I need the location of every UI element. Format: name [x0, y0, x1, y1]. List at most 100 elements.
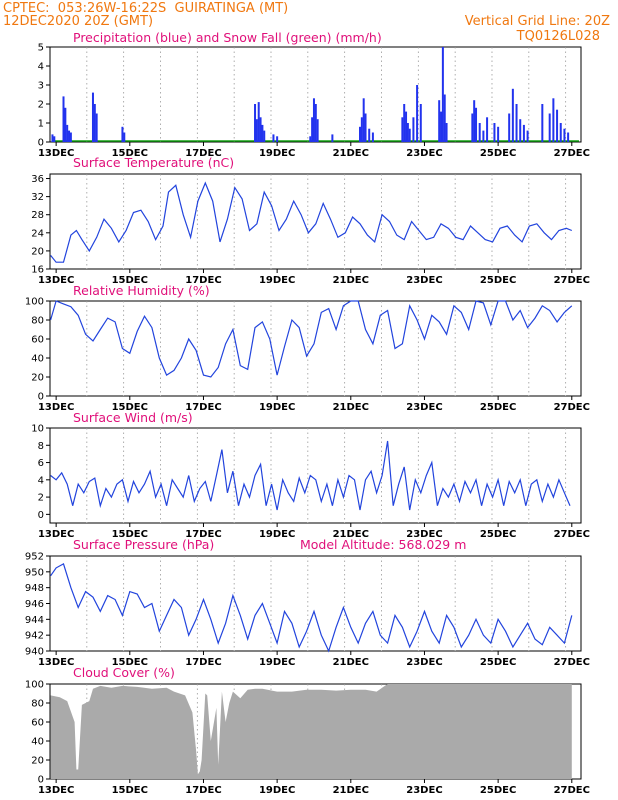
- panel-title: Precipitation (blue) and Snow Fall (gree…: [73, 30, 382, 45]
- series-line: [50, 300, 573, 378]
- y-tick-label: 946: [25, 599, 44, 610]
- precip-bar: [66, 124, 69, 142]
- precip-bar: [69, 132, 72, 142]
- precip-bar: [272, 134, 275, 142]
- y-tick-label: 100: [25, 680, 44, 691]
- precip-bar: [263, 130, 266, 142]
- x-tick-label: 15DEC: [112, 785, 148, 796]
- precip-bar: [408, 128, 411, 142]
- x-tick-label: 25DEC: [480, 785, 516, 796]
- y-tick-label: 942: [25, 631, 44, 642]
- precip-bar: [416, 85, 419, 142]
- y-tick-label: 2: [38, 100, 44, 111]
- precip-bar: [362, 98, 365, 142]
- panels: 13DEC 15DEC 17DEC 19DEC 21DEC 23DEC 25DEC 27DEC…: [25, 30, 590, 796]
- x-tick-label: 21DEC: [333, 657, 369, 668]
- x-tick-label: 23DEC: [406, 657, 442, 668]
- y-tick-label: 0: [38, 138, 44, 149]
- x-tick-label: 23DEC: [406, 275, 442, 286]
- y-tick-label: 2: [38, 493, 44, 504]
- y-tick-label: 5: [38, 43, 44, 54]
- panel-0: 13DEC 15DEC 17DEC 19DEC 21DEC 23DEC 25DEC 27DEC…: [38, 30, 590, 159]
- x-tick-label: 15DEC: [112, 529, 148, 540]
- precip-bar: [419, 104, 422, 142]
- panel-title: Surface Pressure (hPa): [73, 537, 214, 552]
- x-tick-label: 13DEC: [38, 148, 74, 159]
- y-tick-label: 20: [31, 373, 44, 384]
- precip-bar: [475, 107, 478, 142]
- x-tick-label: 23DEC: [406, 148, 442, 159]
- precip-bar: [68, 130, 71, 142]
- precip-bar: [486, 117, 489, 142]
- precip-bar: [91, 92, 94, 142]
- y-tick-label: 3: [38, 81, 44, 92]
- x-tick-label: 13DEC: [38, 657, 74, 668]
- precip-bar: [254, 104, 257, 142]
- x-tick-label: 25DEC: [480, 657, 516, 668]
- x-tick-label: 27DEC: [554, 148, 590, 159]
- x-tick-label: 27DEC: [554, 275, 590, 286]
- x-tick-label: 19DEC: [259, 402, 295, 413]
- x-tick-label: 15DEC: [112, 402, 148, 413]
- x-tick-label: 23DEC: [406, 402, 442, 413]
- precip-bar: [440, 111, 443, 142]
- precip-bar: [276, 136, 279, 142]
- y-tick-label: 20: [31, 246, 44, 257]
- precip-bar: [401, 117, 404, 142]
- panel-title: Surface Temperature (nC): [73, 155, 234, 170]
- precip-bar: [567, 132, 570, 142]
- x-tick-label: 17DEC: [185, 785, 221, 796]
- y-tick-label: 80: [31, 316, 44, 327]
- precip-bar: [359, 126, 362, 142]
- series-line: [50, 440, 571, 511]
- model-id: TQ0126L028: [516, 29, 600, 44]
- panel-title: Surface Wind (m/s): [73, 410, 193, 425]
- x-tick-label: 15DEC: [112, 657, 148, 668]
- precip-bar: [445, 123, 448, 142]
- precip-bar: [541, 104, 544, 142]
- precip-bar: [403, 104, 406, 142]
- precip-bar: [443, 94, 446, 142]
- x-tick-label: 13DEC: [38, 529, 74, 540]
- panel-5: 13DEC 15DEC 17DEC 19DEC 21DEC 23DEC 25DEC 27DEC…: [25, 665, 590, 796]
- precip-bar: [259, 117, 262, 142]
- y-tick-label: 24: [31, 228, 44, 239]
- y-tick-label: 940: [25, 647, 44, 658]
- x-tick-label: 17DEC: [185, 148, 221, 159]
- precip-bar: [508, 113, 511, 142]
- precip-bar: [405, 111, 408, 142]
- precip-bar: [482, 130, 485, 142]
- x-tick-label: 19DEC: [259, 785, 295, 796]
- x-tick-label: 17DEC: [185, 275, 221, 286]
- y-tick-label: 0: [38, 775, 44, 786]
- y-tick-label: 0: [38, 392, 44, 403]
- station-line: CPTEC: 053:26W-16:22S GUIRATINGA (MT): [3, 1, 288, 16]
- panel-title: Cloud Cover (%): [73, 665, 175, 680]
- y-tick-label: 10: [31, 424, 44, 435]
- precip-bar: [548, 113, 551, 142]
- precip-bar: [312, 98, 315, 142]
- y-tick-label: 16: [31, 265, 44, 276]
- x-tick-label: 19DEC: [259, 275, 295, 286]
- panel-2: 13DEC 15DEC 17DEC 19DEC 21DEC 23DEC 25DEC 27DEC…: [25, 283, 590, 413]
- x-tick-label: 13DEC: [38, 785, 74, 796]
- y-tick-label: 948: [25, 583, 44, 594]
- precip-bar: [559, 123, 562, 142]
- run-time: 12DEC2020 20Z (GMT): [3, 14, 153, 29]
- precip-bar: [121, 126, 124, 142]
- y-tick-label: 1: [38, 119, 44, 130]
- precip-bar: [331, 134, 334, 142]
- precip-bar: [438, 100, 441, 142]
- precip-bar: [563, 128, 566, 142]
- y-tick-label: 950: [25, 567, 44, 578]
- precip-bar: [261, 124, 264, 142]
- y-tick-label: 40: [31, 354, 44, 365]
- y-tick-label: 944: [25, 615, 44, 626]
- x-tick-label: 25DEC: [480, 529, 516, 540]
- x-tick-label: 21DEC: [333, 785, 369, 796]
- y-tick-label: 60: [31, 335, 44, 346]
- precip-bar: [497, 126, 500, 142]
- panel-3: 13DEC 15DEC 17DEC 19DEC 21DEC 23DEC 25DEC 27DEC…: [31, 410, 590, 540]
- precip-bar: [552, 98, 555, 142]
